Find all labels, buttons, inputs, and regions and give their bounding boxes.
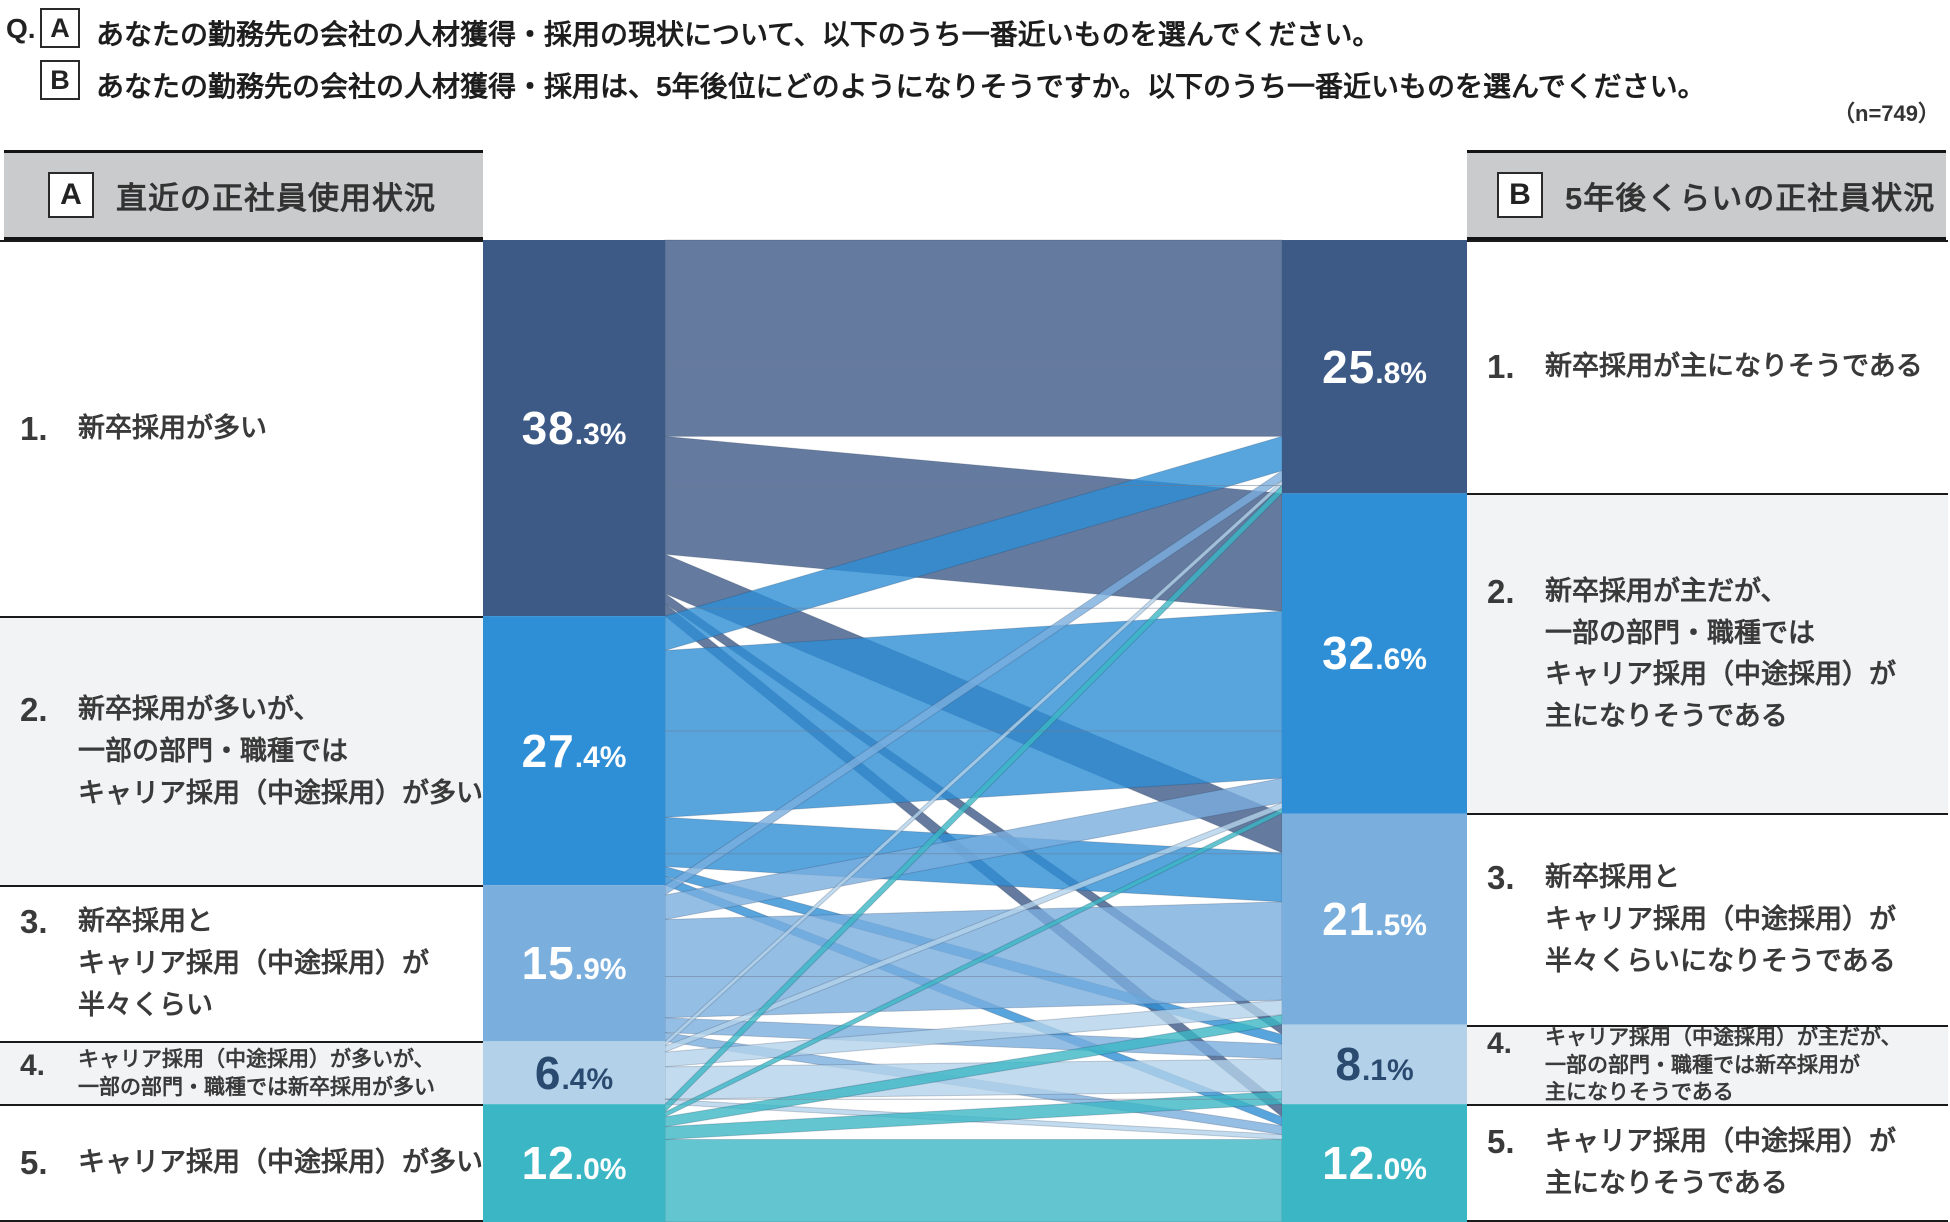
right-category-label: 新卒採用が主になりそうである: [1545, 351, 1923, 382]
left-category-number: 5.: [20, 1143, 48, 1181]
left-category-label: キャリア採用（中途採用）が多い: [78, 1146, 483, 1177]
right-node-value-4: 8.1%: [1335, 1037, 1413, 1091]
left-category-number: 3.: [20, 903, 48, 941]
percent-int: 38: [521, 402, 575, 455]
left-node-bar-3: [483, 885, 665, 1042]
percent-frac: .1%: [1361, 1054, 1414, 1088]
percent-frac: .5%: [1375, 909, 1427, 943]
left-node-bar-5: [483, 1104, 665, 1222]
right-category-row-4: 4. キャリア採用（中途採用）が主だが、 一部の部門・職種では新卒採用が 主になり…: [1467, 1024, 1948, 1105]
right-category-row-1: 1. 新卒採用が主になりそうである: [1467, 240, 1948, 494]
left-panel-title: 直近の正社員使用状況: [116, 180, 436, 216]
left-category-row-2: 2. 新卒採用が多いが、 一部の部門・職種では キャリア採用（中途採用）が多い: [0, 616, 483, 886]
right-node-value-5: 12.0%: [1322, 1136, 1427, 1190]
right-node-value-1: 25.8%: [1322, 340, 1427, 394]
left-category-row-5: 5. キャリア採用（中途採用）が多い: [0, 1104, 483, 1222]
left-category-number: 4.: [20, 1049, 46, 1082]
right-node-value-2: 32.6%: [1322, 626, 1427, 680]
left-category-label: 新卒採用が多い: [78, 412, 267, 443]
percent-frac: .0%: [574, 1153, 627, 1187]
percent-int: 27: [521, 724, 575, 777]
left-node-bar-1: [483, 240, 665, 617]
right-node-value-3: 21.5%: [1322, 892, 1427, 946]
question-a-tag: A: [40, 8, 80, 48]
right-category-number: 2.: [1487, 572, 1515, 610]
left-node-value-2: 27.4%: [522, 724, 627, 778]
right-category-number: 1.: [1487, 348, 1515, 386]
percent-int: 25: [1322, 340, 1376, 393]
percent-int: 12: [521, 1137, 575, 1190]
flow-L4-R4: [664, 1058, 1283, 1100]
right-node-bar-1: [1282, 240, 1467, 494]
left-panel-header: A 直近の正社員使用状況: [4, 150, 483, 240]
percent-int: 32: [1322, 627, 1376, 680]
percent-int: 6: [534, 1046, 562, 1099]
right-node-bar-4: [1282, 1024, 1467, 1105]
right-category-number: 3.: [1487, 859, 1515, 897]
right-node-bar-2: [1282, 493, 1467, 814]
left-category-label: 新卒採用が多いが、 一部の部門・職種では キャリア採用（中途採用）が多い: [78, 693, 483, 808]
right-category-label: 新卒採用が主だが、 一部の部門・職種では キャリア採用（中途採用）が 主になりそ…: [1545, 575, 1896, 732]
sample-size: （n=749）: [1833, 101, 1940, 126]
left-category-row-3: 3. 新卒採用と キャリア採用（中途採用）が 半々くらい: [0, 885, 483, 1042]
left-category-number: 2.: [20, 690, 48, 728]
right-node-bar-5: [1282, 1104, 1467, 1222]
right-category-row-3: 3. 新卒採用と キャリア採用（中途採用）が 半々くらいになりそうである: [1467, 813, 1948, 1025]
right-category-label: 新卒採用と キャリア採用（中途採用）が 半々くらいになりそうである: [1545, 862, 1896, 976]
right-category-number: 4.: [1487, 1026, 1513, 1060]
left-category-row-1: 1. 新卒採用が多い: [0, 240, 483, 617]
left-node-bar-2: [483, 616, 665, 886]
left-node-value-3: 15.9%: [522, 936, 627, 990]
left-node-value-5: 12.0%: [522, 1136, 627, 1190]
percent-frac: .0%: [1375, 1153, 1427, 1187]
percent-int: 12: [1322, 1137, 1376, 1190]
question-a-text: あなたの勤務先の会社の人材獲得・採用の現状について、以下のうち一番近いものを選ん…: [96, 19, 1381, 50]
left-panel-tag: A: [48, 172, 94, 218]
percent-frac: .6%: [1375, 643, 1427, 677]
percent-frac: .4%: [574, 740, 627, 774]
right-panel-title: 5年後くらいの正社員状況: [1565, 180, 1936, 216]
question-b-tag: B: [40, 60, 80, 100]
right-category-number: 5.: [1487, 1123, 1515, 1161]
right-category-label: キャリア採用（中途採用）が主だが、 一部の部門・職種では新卒採用が 主になりそう…: [1545, 1025, 1902, 1105]
left-category-row-4: 4. キャリア採用（中途採用）が多いが、 一部の部門・職種では新卒採用が多い: [0, 1041, 483, 1105]
right-category-label: キャリア採用（中途採用）が 主になりそうである: [1545, 1126, 1896, 1199]
right-panel-header: B 5年後くらいの正社員状況: [1467, 150, 1946, 240]
left-category-label: キャリア採用（中途採用）が多いが、 一部の部門・職種では新卒採用が多い: [78, 1048, 435, 1099]
left-node-value-1: 38.3%: [522, 401, 627, 455]
left-node-bar-4: [483, 1041, 665, 1105]
question-b-text: あなたの勤務先の会社の人材獲得・採用は、5年後位にどのようになりそうですか。以下…: [96, 71, 1706, 102]
left-node-value-4: 6.4%: [535, 1046, 613, 1100]
question-mark-label: Q.: [6, 13, 36, 44]
percent-frac: .3%: [574, 418, 627, 452]
flow-L1-R1: [664, 239, 1283, 437]
right-node-bar-3: [1282, 813, 1467, 1025]
percent-int: 15: [521, 937, 575, 990]
percent-frac: .8%: [1375, 356, 1427, 390]
percent-frac: .9%: [574, 953, 627, 987]
right-category-row-5: 5. キャリア採用（中途採用）が 主になりそうである: [1467, 1104, 1948, 1222]
right-panel-tag: B: [1497, 172, 1543, 218]
percent-int: 8: [1335, 1038, 1362, 1091]
flow-L5-R5: [664, 1139, 1283, 1222]
percent-int: 21: [1322, 893, 1376, 946]
right-category-row-2: 2. 新卒採用が主だが、 一部の部門・職種では キャリア採用（中途採用）が 主にな…: [1467, 493, 1948, 814]
left-category-number: 1.: [20, 409, 48, 447]
percent-frac: .4%: [561, 1062, 614, 1096]
left-category-label: 新卒採用と キャリア採用（中途採用）が 半々くらい: [78, 906, 429, 1021]
